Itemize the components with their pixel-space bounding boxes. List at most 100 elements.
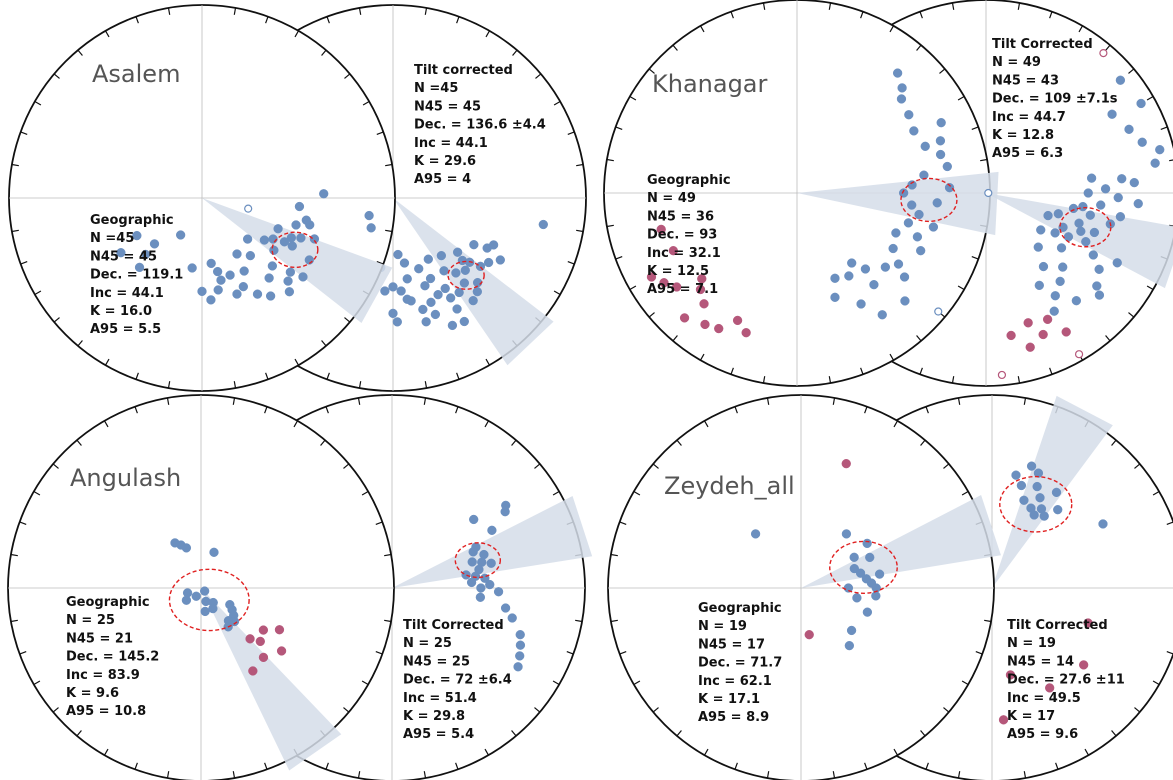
normal-direction-point (394, 250, 403, 259)
normal-direction-point (1116, 212, 1125, 221)
normal-direction-point (831, 274, 840, 283)
normal-direction-point (1036, 226, 1045, 235)
normal-direction-point (850, 553, 859, 562)
normal-direction-point (1039, 262, 1048, 271)
normal-direction-point (367, 223, 376, 232)
reversed-direction-point (1024, 318, 1033, 327)
stats-line: N45 = 25 (403, 654, 470, 669)
stats-line: Tilt Corrected (992, 37, 1093, 52)
normal-direction-point (936, 136, 945, 145)
normal-direction-point (1125, 125, 1134, 134)
stats-line: A95 = 5.5 (90, 322, 161, 337)
normal-direction-point (929, 223, 938, 232)
stats-line: K = 29.6 (414, 154, 476, 169)
stats-line: Dec. = 119.1 (90, 268, 183, 283)
stats-line: K = 17 (1007, 709, 1055, 724)
upper-hemisphere-point (1100, 50, 1107, 57)
normal-direction-point (274, 224, 283, 233)
panel-zeydeh-all: Zeydeh_allGeographicN = 19N45 = 17Dec. =… (608, 395, 1173, 780)
normal-direction-point (1054, 209, 1063, 218)
normal-direction-point (414, 264, 423, 273)
normal-direction-point (207, 259, 216, 268)
reversed-direction-point (1043, 315, 1052, 324)
normal-direction-point (198, 287, 207, 296)
stats-line: N = 19 (698, 619, 747, 634)
normal-direction-point (217, 276, 226, 285)
stats-line: K = 16.0 (90, 304, 152, 319)
normal-direction-point (847, 259, 856, 268)
normal-direction-point (280, 237, 289, 246)
upper-hemisphere-point (1076, 351, 1083, 358)
normal-direction-point (1027, 462, 1036, 471)
normal-direction-point (1095, 291, 1104, 300)
normal-direction-point (310, 235, 319, 244)
stats-line: Geographic (698, 601, 782, 616)
normal-direction-point (501, 501, 510, 510)
normal-direction-point (233, 250, 242, 259)
normal-direction-point (1064, 232, 1073, 241)
reversed-direction-point (1039, 330, 1048, 339)
normal-direction-point (847, 626, 856, 635)
normal-direction-point (844, 272, 853, 281)
normal-direction-point (1052, 488, 1061, 497)
normal-direction-point (1096, 201, 1105, 210)
normal-direction-point (865, 553, 874, 562)
normal-direction-point (933, 198, 942, 207)
normal-direction-point (473, 287, 482, 296)
stats-line: Tilt Corrected (403, 618, 504, 633)
normal-direction-point (418, 305, 427, 314)
normal-direction-point (1075, 219, 1084, 228)
stats-line: A95 = 5.4 (403, 727, 474, 742)
normal-direction-point (909, 126, 918, 135)
normal-direction-point (496, 256, 505, 265)
stats-line: Dec. = 109 ±7.1s (992, 92, 1118, 107)
normal-direction-point (908, 181, 917, 190)
normal-direction-point (904, 110, 913, 119)
normal-direction-point (1072, 296, 1081, 305)
normal-direction-point (1034, 243, 1043, 252)
stats-line: N = 19 (1007, 636, 1056, 651)
normal-direction-point (871, 591, 880, 600)
normal-direction-point (515, 652, 524, 661)
normal-direction-point (389, 282, 398, 291)
reversed-direction-point (1062, 328, 1071, 337)
normal-direction-point (233, 290, 242, 299)
normal-direction-point (878, 310, 887, 319)
reversed-direction-point (259, 626, 268, 635)
stats-line: Inc = 62.1 (698, 674, 772, 689)
normal-direction-point (266, 292, 275, 301)
stats-line: Geographic (647, 173, 731, 188)
normal-direction-point (1040, 512, 1049, 521)
panel-khanagar: KhanagarGeographicN = 49N45 = 36Dec. = 9… (604, 0, 1173, 386)
normal-direction-point (171, 538, 180, 547)
stats-line: N45 = 45 (414, 99, 481, 114)
normal-direction-point (1012, 471, 1021, 480)
normal-direction-point (319, 189, 328, 198)
normal-direction-point (214, 286, 223, 295)
reversed-direction-point (700, 299, 709, 308)
normal-direction-point (150, 239, 159, 248)
normal-direction-point (453, 248, 462, 257)
normal-direction-point (253, 290, 262, 299)
normal-direction-point (467, 578, 476, 587)
normal-direction-point (269, 246, 278, 255)
normal-direction-point (516, 641, 525, 650)
reversed-direction-point (259, 653, 268, 662)
normal-direction-point (857, 300, 866, 309)
normal-direction-point (296, 234, 305, 243)
normal-direction-point (424, 255, 433, 264)
stats-line: Inc = 44.1 (90, 286, 164, 301)
stats-line: Geographic (90, 213, 174, 228)
stats-line: A95 = 8.9 (698, 710, 769, 725)
reversed-direction-point (275, 625, 284, 634)
stats-line: Tilt Corrected (1007, 618, 1108, 633)
normal-direction-point (881, 263, 890, 272)
stats-line: N =45 (90, 231, 134, 246)
stats-line: K = 9.6 (66, 686, 119, 701)
normal-direction-point (1020, 496, 1029, 505)
normal-direction-point (893, 69, 902, 78)
normal-direction-point (937, 118, 946, 127)
normal-direction-point (426, 274, 435, 283)
normal-direction-point (461, 266, 470, 275)
normal-direction-point (1017, 481, 1026, 490)
